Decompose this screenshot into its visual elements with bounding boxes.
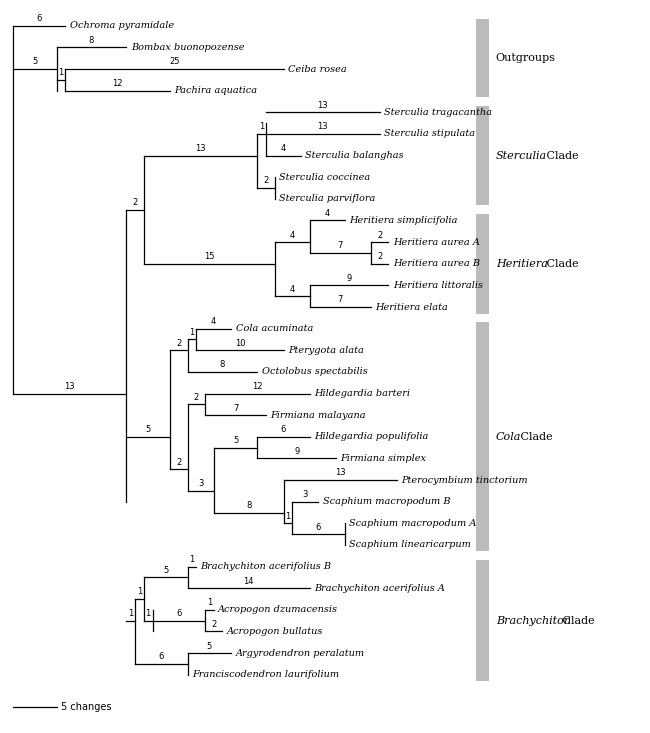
Text: Firmiana simplex: Firmiana simplex — [341, 454, 426, 463]
Text: Pachira aquatica: Pachira aquatica — [174, 86, 257, 95]
Text: 5: 5 — [163, 566, 168, 575]
Text: 1: 1 — [285, 512, 291, 520]
FancyBboxPatch shape — [476, 560, 489, 681]
Text: Sterculia balanghas: Sterculia balanghas — [306, 151, 404, 160]
Text: Argyrodendron peralatum: Argyrodendron peralatum — [235, 649, 365, 658]
Text: Octolobus spectabilis: Octolobus spectabilis — [262, 367, 367, 377]
Text: 4: 4 — [290, 230, 295, 240]
Text: Cola: Cola — [496, 432, 521, 442]
Text: Heritiera elata: Heritiera elata — [375, 303, 448, 312]
Text: Sterculia coccinea: Sterculia coccinea — [279, 173, 370, 182]
Text: 5: 5 — [207, 641, 212, 650]
Text: 15: 15 — [204, 252, 214, 261]
Text: Scaphium macropodum A: Scaphium macropodum A — [349, 519, 476, 528]
Text: 6: 6 — [176, 609, 181, 618]
Text: Ceiba rosea: Ceiba rosea — [288, 65, 346, 73]
Text: Heritiera littoralis: Heritiera littoralis — [393, 281, 483, 290]
Text: 9: 9 — [294, 447, 299, 456]
Text: 2: 2 — [176, 457, 181, 467]
Text: 25: 25 — [169, 57, 179, 67]
Text: 7: 7 — [337, 295, 343, 304]
Text: 2: 2 — [377, 252, 382, 261]
Text: Brachychiton acerifolius A: Brachychiton acerifolius A — [314, 583, 445, 593]
Text: 12: 12 — [252, 382, 263, 391]
Text: Cola acuminata: Cola acuminata — [235, 324, 313, 333]
Text: 2: 2 — [176, 339, 181, 347]
Text: 1: 1 — [207, 598, 212, 607]
Text: Firmiana malayana: Firmiana malayana — [270, 410, 366, 420]
Text: 4: 4 — [281, 144, 286, 153]
Text: 12: 12 — [112, 79, 123, 88]
Text: 2: 2 — [263, 177, 268, 185]
Text: 4: 4 — [211, 317, 216, 326]
Text: 8: 8 — [220, 361, 225, 369]
Text: 8: 8 — [246, 501, 252, 510]
Text: 5: 5 — [146, 425, 151, 434]
Text: Sterculia stipulata: Sterculia stipulata — [384, 130, 475, 139]
Text: 3: 3 — [303, 490, 308, 499]
Text: 2: 2 — [133, 198, 138, 207]
Text: Clade: Clade — [543, 150, 578, 161]
Text: 8: 8 — [89, 36, 94, 45]
Text: 9: 9 — [346, 274, 352, 283]
Text: Outgroups: Outgroups — [496, 54, 556, 63]
Text: Brachychiton acerifolius B: Brachychiton acerifolius B — [201, 562, 332, 571]
Text: 13: 13 — [317, 100, 328, 110]
Text: 1: 1 — [58, 68, 64, 77]
Text: 5 changes: 5 changes — [61, 702, 111, 712]
Text: 1: 1 — [259, 122, 265, 131]
Text: Sterculia tragacantha: Sterculia tragacantha — [384, 108, 492, 117]
Text: 14: 14 — [243, 577, 254, 586]
Text: Heritiera simplicifolia: Heritiera simplicifolia — [349, 216, 458, 225]
Text: 6: 6 — [281, 425, 286, 434]
Text: Clade: Clade — [558, 616, 594, 626]
Text: 2: 2 — [377, 230, 382, 240]
Text: 1: 1 — [146, 609, 151, 618]
Text: 1: 1 — [137, 587, 142, 597]
Text: Sterculia: Sterculia — [496, 150, 547, 161]
Text: 1: 1 — [189, 328, 194, 337]
Text: Scaphium macropodum B: Scaphium macropodum B — [323, 497, 450, 507]
Text: 5: 5 — [32, 57, 37, 67]
Text: 13: 13 — [317, 122, 328, 131]
Text: 2: 2 — [211, 620, 216, 629]
Text: 13: 13 — [195, 144, 206, 153]
Text: 5: 5 — [233, 436, 238, 445]
Text: 7: 7 — [337, 241, 343, 251]
Text: Pterygota alata: Pterygota alata — [288, 346, 364, 355]
Text: Acropogon bullatus: Acropogon bullatus — [227, 627, 323, 636]
Text: Franciscodendron laurifolium: Franciscodendron laurifolium — [192, 670, 339, 679]
Text: Acropogon dzumacensis: Acropogon dzumacensis — [218, 605, 338, 614]
Text: Hildegardia populifolia: Hildegardia populifolia — [314, 432, 428, 441]
Text: 6: 6 — [159, 652, 164, 661]
Text: Ochroma pyramidale: Ochroma pyramidale — [70, 21, 174, 30]
Text: Sterculia parviflora: Sterculia parviflora — [279, 194, 376, 203]
Text: Clade: Clade — [543, 259, 578, 269]
Text: 1: 1 — [128, 609, 133, 618]
FancyBboxPatch shape — [476, 214, 489, 314]
Text: 13: 13 — [64, 382, 75, 391]
Text: Heritiera aurea B: Heritiera aurea B — [393, 259, 480, 268]
Text: 13: 13 — [335, 468, 346, 477]
Text: Bombax buonopozense: Bombax buonopozense — [131, 43, 244, 52]
Text: 10: 10 — [235, 339, 245, 347]
Text: 3: 3 — [198, 479, 203, 488]
Text: Scaphium linearicarpum: Scaphium linearicarpum — [349, 540, 471, 550]
Text: 7: 7 — [233, 404, 238, 413]
Text: Heritiera: Heritiera — [496, 259, 547, 269]
Text: 4: 4 — [324, 209, 330, 218]
FancyBboxPatch shape — [476, 19, 489, 97]
Text: 2: 2 — [194, 393, 199, 402]
Text: Pterocymbium tinctorium: Pterocymbium tinctorium — [402, 476, 528, 485]
Text: 6: 6 — [316, 523, 321, 531]
FancyBboxPatch shape — [476, 323, 489, 551]
Text: 4: 4 — [290, 284, 295, 294]
FancyBboxPatch shape — [476, 106, 489, 205]
Text: Clade: Clade — [517, 432, 552, 442]
Text: Brachychiton: Brachychiton — [496, 616, 571, 626]
Text: 1: 1 — [189, 555, 194, 564]
Text: 6: 6 — [36, 14, 42, 23]
Text: Heritiera aurea A: Heritiera aurea A — [393, 237, 480, 246]
Text: Hildegardia barteri: Hildegardia barteri — [314, 389, 410, 398]
